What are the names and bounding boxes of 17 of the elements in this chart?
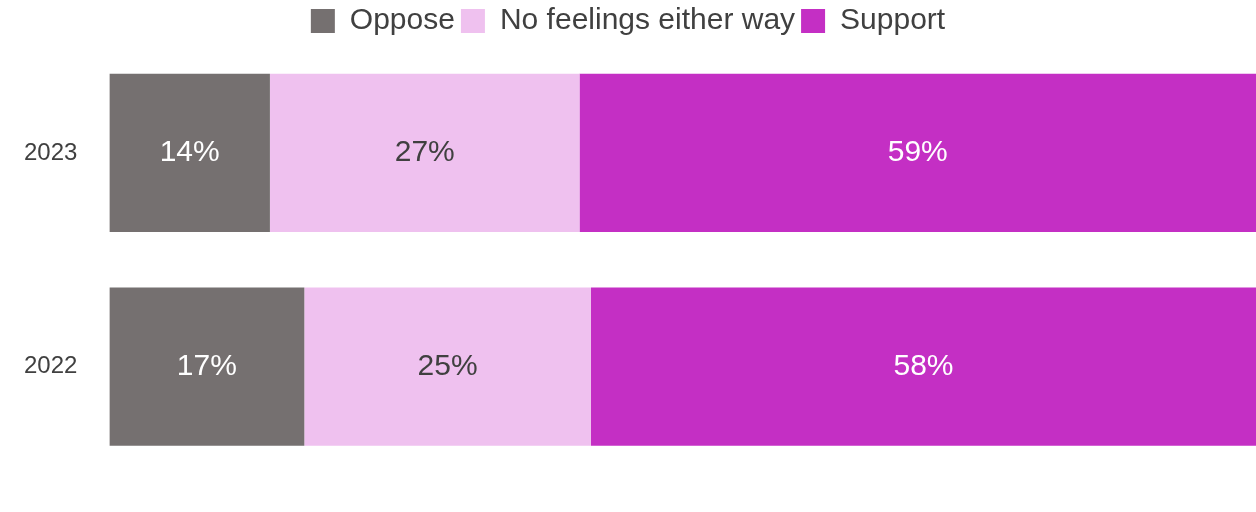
- data-label: 17%: [176, 347, 237, 381]
- data-label: 27%: [394, 134, 455, 168]
- y-tick-label: 2023: [24, 137, 78, 165]
- legend-label: No feelings either way: [499, 2, 796, 36]
- bar: [269, 73, 580, 233]
- bar: [579, 73, 1256, 233]
- y-tick-label: 2022: [24, 351, 78, 379]
- bar: [109, 73, 270, 233]
- legend-label: Support: [840, 2, 946, 36]
- data-label: 25%: [417, 347, 478, 381]
- data-label: 59%: [887, 134, 948, 168]
- bar: [304, 287, 591, 446]
- data-label: 14%: [159, 134, 220, 168]
- bar: [590, 287, 1256, 446]
- bar: [109, 287, 305, 446]
- legend-label: Oppose: [349, 2, 455, 36]
- data-label: 58%: [893, 347, 954, 381]
